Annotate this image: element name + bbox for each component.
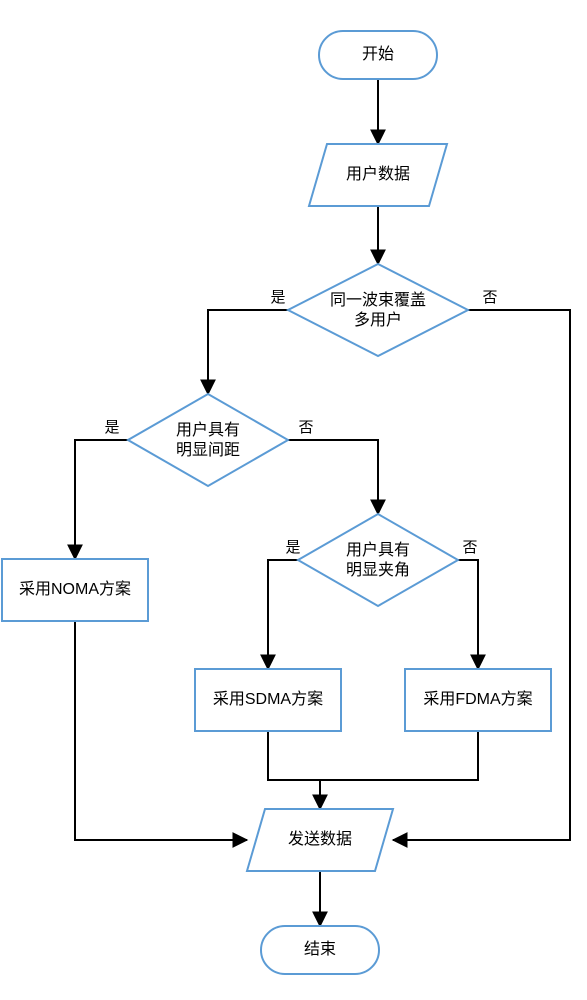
node-label: 开始 <box>362 45 394 63</box>
edge <box>268 731 320 809</box>
edge <box>288 440 378 514</box>
node-label: 采用FDMA方案 <box>423 690 532 708</box>
node-d1: 同一波束覆盖多用户 <box>288 264 468 356</box>
node-sdma: 采用SDMA方案 <box>195 669 341 731</box>
edge <box>208 310 288 394</box>
edge-label: 否 <box>462 539 477 556</box>
edge-label: 是 <box>285 539 300 556</box>
node-label: 采用SDMA方案 <box>213 690 323 708</box>
node-start: 开始 <box>319 31 437 79</box>
node-label: 发送数据 <box>288 830 352 848</box>
node-label: 用户具有 <box>176 421 240 439</box>
node-fdma: 采用FDMA方案 <box>405 669 551 731</box>
node-label: 用户数据 <box>346 165 410 183</box>
node-label: 明显夹角 <box>346 561 410 579</box>
node-input: 用户数据 <box>309 144 447 206</box>
node-label: 结束 <box>304 940 336 958</box>
node-label: 多用户 <box>354 311 402 329</box>
node-label: 同一波束覆盖 <box>330 291 426 309</box>
node-end: 结束 <box>261 926 379 974</box>
edge <box>75 440 128 559</box>
edge <box>458 560 478 669</box>
node-d3: 用户具有明显夹角 <box>298 514 458 606</box>
node-label: 采用NOMA方案 <box>19 580 131 598</box>
node-send: 发送数据 <box>247 809 393 871</box>
node-label: 用户具有 <box>346 541 410 559</box>
edge-label: 否 <box>298 419 313 436</box>
node-noma: 采用NOMA方案 <box>2 559 148 621</box>
edge <box>268 560 298 669</box>
edge-label: 是 <box>104 419 119 436</box>
edge-label: 是 <box>270 289 285 306</box>
edge <box>320 731 478 780</box>
node-d2: 用户具有明显间距 <box>128 394 288 486</box>
node-label: 明显间距 <box>176 441 240 459</box>
edge-label: 否 <box>482 289 497 306</box>
nodes-layer: 开始用户数据同一波束覆盖多用户用户具有明显间距用户具有明显夹角采用NOMA方案采… <box>2 31 551 974</box>
